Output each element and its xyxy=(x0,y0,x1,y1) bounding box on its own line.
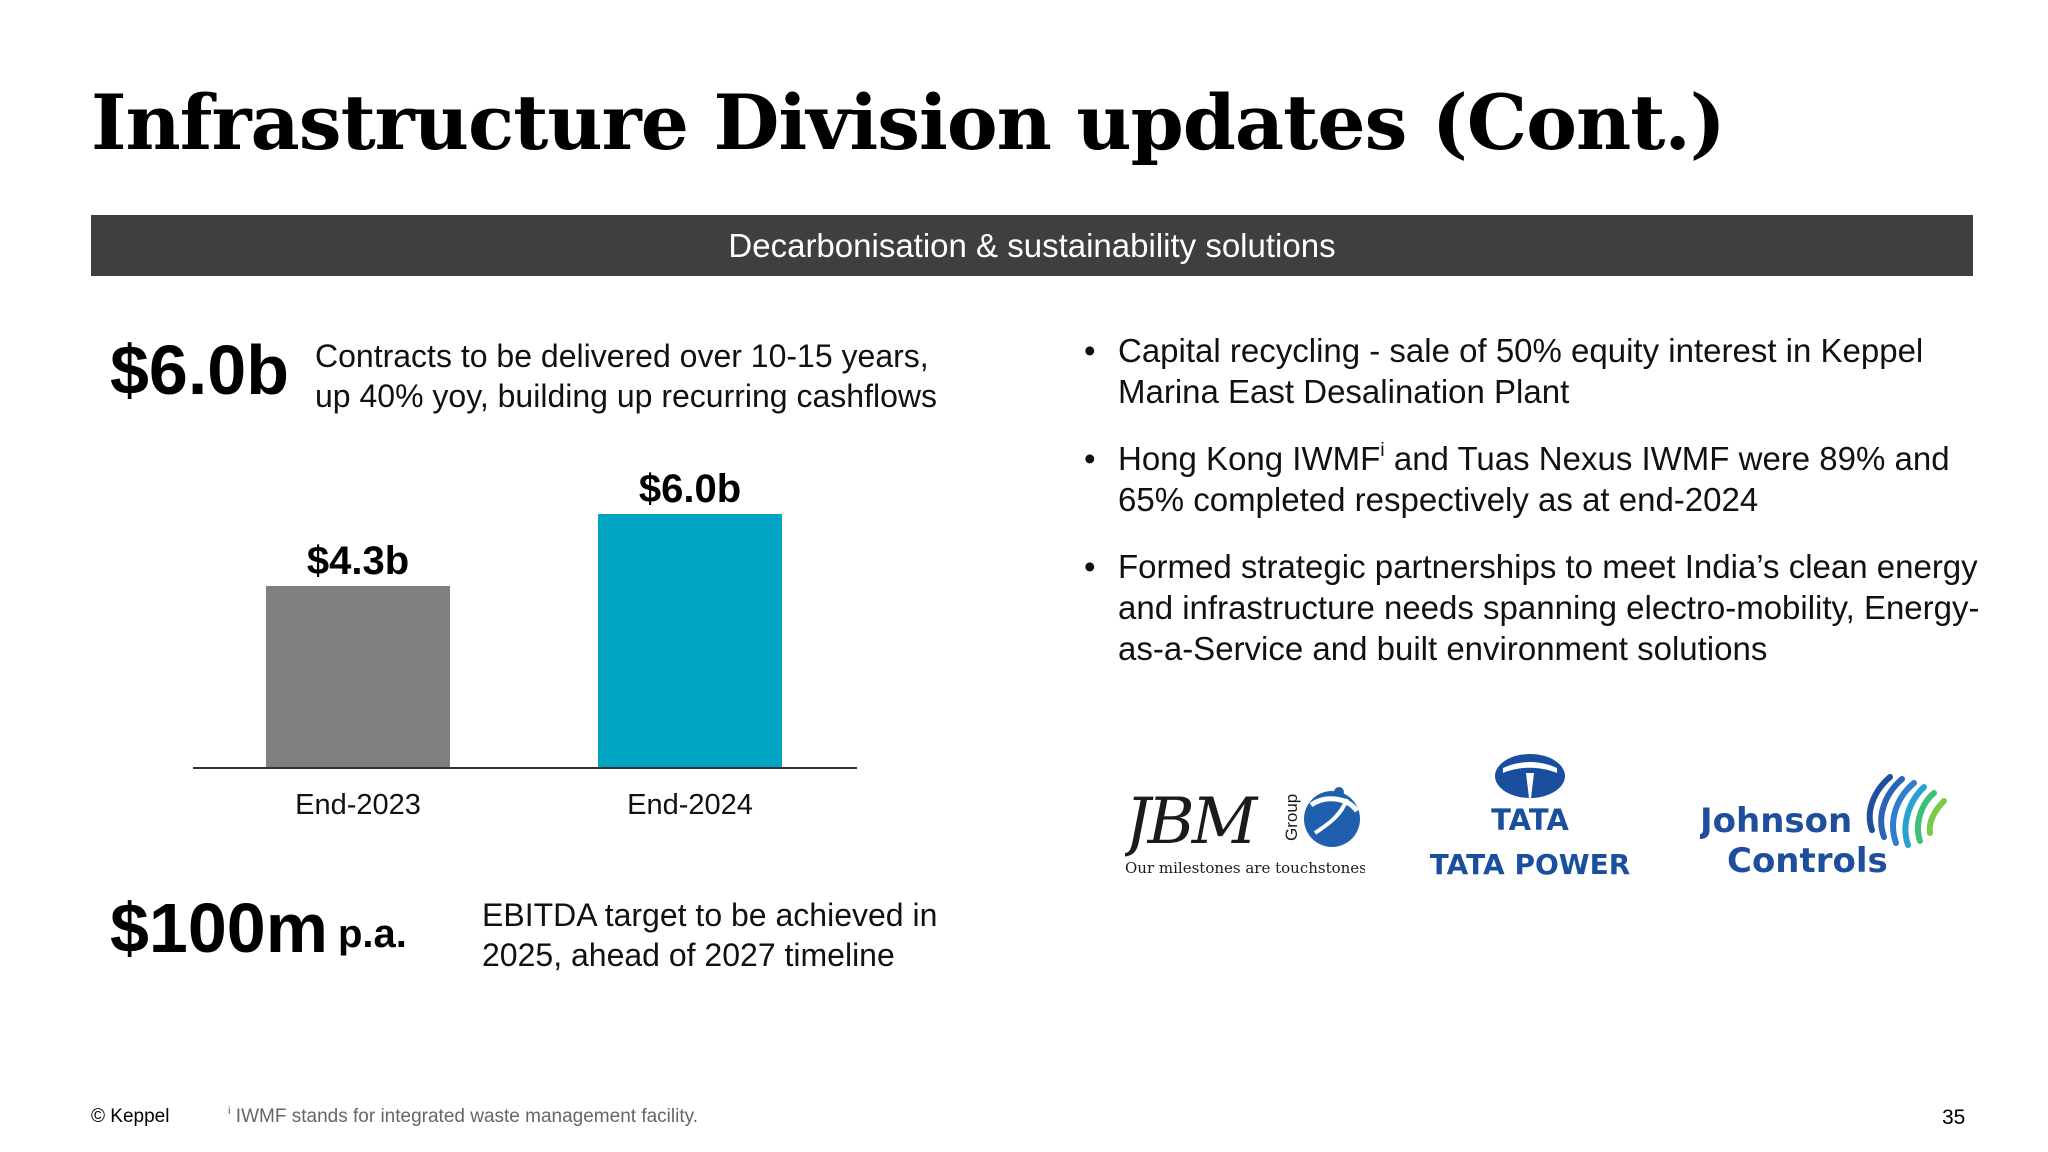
johnson-controls-logo: Johnson Controls xyxy=(1700,774,1947,881)
x-tick-label: End-2023 xyxy=(295,789,421,821)
bar-end-2023 xyxy=(266,585,450,768)
bullet-item: • Capital recycling - sale of 50% equity… xyxy=(1082,330,1982,412)
bullet-text: Formed strategic partnerships to meet In… xyxy=(1118,548,1980,667)
x-tick-label: End-2024 xyxy=(627,789,753,821)
bullet-text: and Tuas Nexus IWMF were 89% and 65% com… xyxy=(1118,440,1950,518)
bar-value-label: $6.0b xyxy=(639,467,741,511)
ebitda-description-line1: EBITDA target to be achieved in xyxy=(482,897,938,933)
footnote: i IWMF stands for integrated waste manag… xyxy=(228,1105,698,1128)
tata-emblem-icon xyxy=(1495,754,1565,798)
bar-value-label: $4.3b xyxy=(307,539,409,583)
tata-power-logo-text: TATA POWER xyxy=(1430,848,1630,881)
bullet-marker: • xyxy=(1084,548,1096,585)
footnote-marker: i xyxy=(228,1105,231,1118)
jbm-globe-icon xyxy=(1304,787,1360,847)
ebitda-description: EBITDA target to be achieved in 2025, ah… xyxy=(482,895,937,975)
copyright: © Keppel xyxy=(91,1106,170,1127)
bullet-item: • Formed strategic partnerships to meet … xyxy=(1082,546,1982,669)
jci-logo-line1: Johnson xyxy=(1700,801,1852,841)
jbm-group-logo: JBM Group Our milestones are touchstones xyxy=(1125,785,1365,877)
bullet-list: • Capital recycling - sale of 50% equity… xyxy=(1082,330,1982,695)
contracts-bar-chart: $4.3b End-2023 $6.0b End-2024 xyxy=(193,467,857,821)
bullet-marker: • xyxy=(1084,440,1096,477)
section-banner: Decarbonisation & sustainability solutio… xyxy=(91,215,1973,276)
jbm-logo-group-text: Group xyxy=(1282,794,1301,841)
contracts-description: Contracts to be delivered over 10-15 yea… xyxy=(315,336,937,416)
page-number: 35 xyxy=(1942,1106,1966,1129)
jbm-logo-text: JBM xyxy=(1125,785,1259,859)
footnote-ref: i xyxy=(1380,439,1385,462)
jbm-logo-tagline: Our milestones are touchstones xyxy=(1125,859,1365,877)
jci-logo-line2: Controls xyxy=(1727,841,1888,881)
ebitda-description-line2: 2025, ahead of 2027 timeline xyxy=(482,937,895,973)
bullet-text: Hong Kong IWMF xyxy=(1118,440,1381,477)
contracts-description-line2: up 40% yoy, building up recurring cashfl… xyxy=(315,378,937,414)
section-banner-label: Decarbonisation & sustainability solutio… xyxy=(728,226,1336,264)
bullet-text: Capital recycling - sale of 50% equity i… xyxy=(1118,332,1924,410)
contracts-value: $6.0b xyxy=(110,331,289,409)
bar-end-2024 xyxy=(598,514,782,768)
jci-swoosh-icon xyxy=(1866,774,1947,848)
ebitda-value: $100m xyxy=(110,889,328,967)
contracts-description-line1: Contracts to be delivered over 10-15 yea… xyxy=(315,338,929,374)
footnote-text: IWMF stands for integrated waste managem… xyxy=(230,1106,698,1127)
ebitda-suffix: p.a. xyxy=(338,912,407,956)
tata-logo-text: TATA xyxy=(1491,803,1569,837)
tata-power-logo: TATA TATA POWER xyxy=(1430,754,1630,881)
page-title: Infrastructure Division updates (Cont.) xyxy=(91,78,1726,167)
bullet-marker: • xyxy=(1084,332,1096,369)
bullet-item: • Hong Kong IWMFi and Tuas Nexus IWMF we… xyxy=(1082,438,1982,520)
